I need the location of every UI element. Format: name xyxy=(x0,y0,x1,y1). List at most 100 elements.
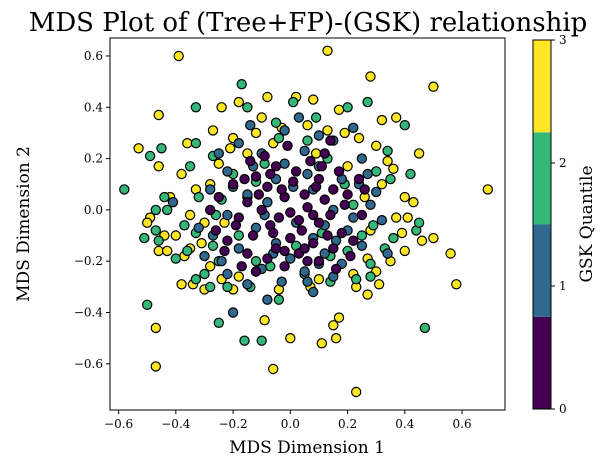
y-tick-label: 0.2 xyxy=(84,152,103,166)
point-q0-24 xyxy=(308,237,319,249)
point-q0-42 xyxy=(210,225,222,236)
point-q0-41 xyxy=(353,173,365,185)
point-q0-61 xyxy=(239,173,250,185)
point-q2-0 xyxy=(119,184,130,195)
point-q1-61 xyxy=(382,248,393,259)
x-axis-label: MDS Dimension 1 xyxy=(229,438,385,458)
point-q0-31 xyxy=(279,261,290,272)
point-q1-13 xyxy=(204,184,216,195)
point-q2-64 xyxy=(356,230,368,241)
point-q1-7 xyxy=(356,153,368,164)
point-q3-10 xyxy=(256,112,267,123)
point-q2-59 xyxy=(302,135,313,146)
point-q2-41 xyxy=(204,281,216,293)
point-q3-40 xyxy=(196,237,207,249)
point-q1-39 xyxy=(308,286,319,298)
point-q0-11 xyxy=(256,204,267,216)
point-q1-62 xyxy=(302,276,313,287)
point-q1-59 xyxy=(216,256,227,267)
point-q1-45 xyxy=(245,119,256,131)
point-q3-55 xyxy=(176,279,187,290)
point-q0-22 xyxy=(285,232,296,244)
point-q2-26 xyxy=(413,217,425,228)
point-q3-49 xyxy=(204,261,216,272)
point-q2-45 xyxy=(141,299,153,310)
point-q0-59 xyxy=(279,245,290,257)
point-q2-2 xyxy=(288,96,299,108)
point-q2-50 xyxy=(273,294,285,305)
point-q0-56 xyxy=(219,245,230,257)
point-q2-22 xyxy=(150,225,161,236)
point-q1-28 xyxy=(233,243,244,254)
point-q0-62 xyxy=(293,214,305,226)
point-q0-25 xyxy=(270,243,282,254)
point-q3-27 xyxy=(376,178,388,190)
point-q1-19 xyxy=(222,209,233,221)
point-q3-0 xyxy=(173,50,184,62)
point-q2-52 xyxy=(250,256,262,267)
point-q3-47 xyxy=(399,245,410,257)
point-q0-43 xyxy=(319,148,330,159)
point-q2-6 xyxy=(399,119,410,131)
chart-title: MDS Plot of (Tree+FP)-(GSK) relationship xyxy=(29,8,588,38)
point-q0-21 xyxy=(247,230,259,241)
point-q3-67 xyxy=(316,338,327,349)
point-q3-45 xyxy=(161,245,173,257)
colorbar-segment-0 xyxy=(533,316,551,409)
point-q0-53 xyxy=(348,235,359,246)
point-q2-39 xyxy=(351,274,362,285)
point-q1-35 xyxy=(222,268,233,280)
point-q3-35 xyxy=(402,212,413,223)
point-q1-4 xyxy=(233,137,244,149)
point-q3-38 xyxy=(170,230,181,241)
point-q3-11 xyxy=(333,104,345,116)
point-q2-21 xyxy=(179,220,190,231)
point-q3-9 xyxy=(216,102,227,113)
point-q3-77 xyxy=(339,127,350,139)
point-q0-0 xyxy=(270,161,282,172)
point-q1-43 xyxy=(279,158,290,169)
point-q1-17 xyxy=(262,196,273,208)
point-q3-28 xyxy=(399,191,410,203)
point-q2-68 xyxy=(310,112,322,123)
point-q0-29 xyxy=(262,253,273,264)
y-tick-label: −0.4 xyxy=(74,306,104,320)
point-q3-89 xyxy=(313,274,325,285)
point-q1-0 xyxy=(167,196,179,208)
point-q3-2 xyxy=(365,71,376,82)
point-q0-36 xyxy=(356,209,368,221)
point-q3-33 xyxy=(184,209,196,221)
point-q1-52 xyxy=(348,212,359,223)
point-q0-40 xyxy=(305,155,316,167)
point-q3-44 xyxy=(153,245,164,257)
point-q0-58 xyxy=(250,266,262,277)
point-q0-33 xyxy=(302,256,313,267)
y-tick-label: −0.6 xyxy=(74,357,103,371)
point-q0-14 xyxy=(273,212,285,223)
y-axis-ticks: −0.6 −0.4 −0.2 0.0 0.2 0.4 0.6 xyxy=(74,49,110,371)
point-q2-63 xyxy=(273,132,285,144)
point-q3-3 xyxy=(428,81,439,92)
point-q2-42 xyxy=(222,281,233,293)
point-q0-50 xyxy=(276,184,287,195)
point-q1-56 xyxy=(362,168,373,180)
point-q3-72 xyxy=(259,315,270,326)
y-tick-label: 0.4 xyxy=(84,100,103,114)
colorbar-tick-label: 1 xyxy=(559,279,567,293)
colorbar-segment-1 xyxy=(533,224,551,317)
point-q0-38 xyxy=(333,166,345,177)
point-q0-12 xyxy=(302,202,313,213)
point-q2-62 xyxy=(348,199,359,210)
point-q0-30 xyxy=(313,256,325,267)
point-q2-4 xyxy=(342,102,353,113)
point-q3-54 xyxy=(373,279,385,290)
y-tick-label: 0.0 xyxy=(84,203,103,217)
point-q2-48 xyxy=(256,335,267,346)
point-q1-5 xyxy=(299,145,310,157)
point-q2-60 xyxy=(270,117,282,128)
point-q0-5 xyxy=(262,181,273,192)
point-q2-13 xyxy=(184,161,196,172)
point-q1-44 xyxy=(313,130,325,141)
